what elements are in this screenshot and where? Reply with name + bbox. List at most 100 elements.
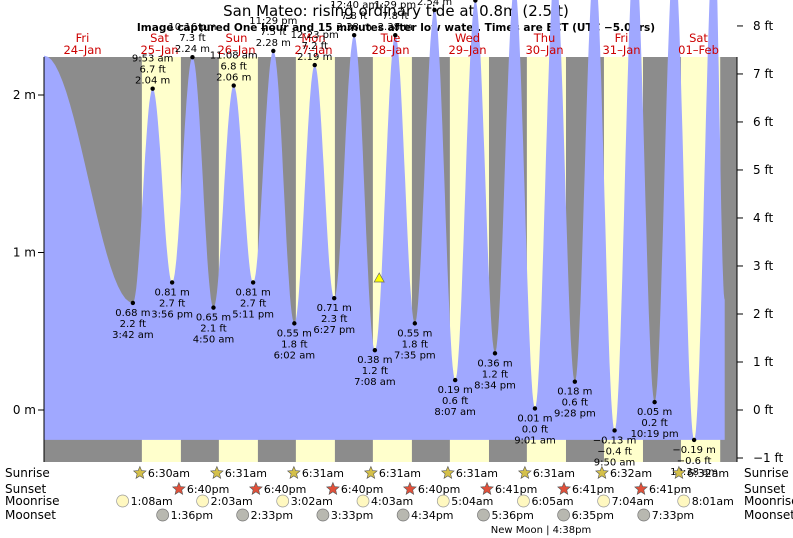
day-date: 27–Jan bbox=[294, 43, 332, 57]
y-right-tick-label: −1 ft bbox=[753, 451, 784, 465]
axes: 0 m1 m2 m3 m−1 ft0 ft1 ft2 ft3 ft4 ft5 f… bbox=[13, 19, 784, 465]
high-time: 12:23 pm bbox=[291, 30, 339, 41]
sunset-time: 6:41pm bbox=[495, 483, 537, 496]
moonset-icon bbox=[557, 508, 570, 522]
low-height-ft: 1.8 ft bbox=[402, 339, 428, 350]
extreme-point bbox=[572, 379, 578, 384]
moonrise-time: 4:03am bbox=[371, 495, 413, 508]
extreme-point bbox=[452, 377, 458, 383]
low-time: 8:07 am bbox=[434, 407, 476, 418]
low-time: 9:28 pm bbox=[554, 409, 596, 420]
sunrise-icon bbox=[286, 465, 301, 479]
sunset-icon bbox=[171, 481, 186, 495]
moonset-time: 7:33pm bbox=[652, 509, 694, 522]
moonset-icon bbox=[637, 508, 651, 522]
extreme-point bbox=[351, 32, 357, 38]
high-height-ft: 6.8 ft bbox=[221, 62, 247, 73]
y-right-tick-label: 2 ft bbox=[753, 307, 773, 321]
low-height-ft: 2.1 ft bbox=[200, 324, 226, 335]
moonset-icon bbox=[396, 508, 410, 522]
sunrise-icon bbox=[672, 465, 686, 479]
low-height-m: 0.01 m bbox=[517, 413, 552, 424]
y-left-tick-label: 1 m bbox=[13, 246, 36, 260]
sunrise-icon bbox=[440, 465, 455, 479]
sunset-time: 6:41pm bbox=[572, 483, 614, 496]
extreme-point bbox=[211, 305, 216, 310]
y-left-tick-label: 2 m bbox=[13, 88, 36, 102]
sunrise-time: 6:31am bbox=[533, 467, 575, 480]
high-time: 11:08 am bbox=[210, 51, 258, 62]
row-label-left-sunset: Sunset bbox=[5, 482, 46, 496]
low-height-ft: 2.7 ft bbox=[240, 298, 266, 309]
sunrise-time: 6:31am bbox=[379, 467, 421, 480]
day-date: 24–Jan bbox=[63, 43, 101, 57]
high-height-m: 2.24 m bbox=[175, 44, 210, 55]
low-height-m: 0.36 m bbox=[477, 358, 512, 369]
extreme-point bbox=[532, 406, 538, 411]
sunrise-icon bbox=[363, 465, 378, 479]
moonset-time: 3:33pm bbox=[331, 509, 373, 522]
high-height-m: 2.06 m bbox=[216, 73, 251, 84]
low-height-ft: 0.6 ft bbox=[562, 398, 588, 409]
sunrise-time: 6:32am bbox=[610, 467, 652, 480]
low-height-m: 0.81 m bbox=[236, 287, 271, 298]
sunrise-icon bbox=[132, 465, 147, 479]
tide-area bbox=[44, 0, 725, 440]
low-height-m: 0.19 m bbox=[438, 385, 473, 396]
moonrise-time: 6:05am bbox=[531, 495, 573, 508]
low-height-ft: 0.0 ft bbox=[522, 424, 548, 435]
day-name: Thu bbox=[533, 31, 556, 45]
day-date: 25–Jan bbox=[140, 43, 178, 57]
low-height-m: 0.38 m bbox=[357, 355, 392, 366]
day-date: 31–Jan bbox=[602, 43, 640, 57]
sunset-time: 6:41pm bbox=[649, 483, 691, 496]
y-right-tick-label: 8 ft bbox=[753, 19, 773, 33]
low-height-m: 0.55 m bbox=[397, 328, 432, 339]
low-height-m: 0.05 m bbox=[637, 407, 672, 418]
moonset-time: 2:33pm bbox=[251, 509, 293, 522]
moonset-icon bbox=[316, 508, 330, 522]
day-name: Fri bbox=[76, 31, 90, 45]
high-time: 9:53 am bbox=[132, 54, 174, 65]
sunset-icon bbox=[480, 481, 494, 495]
low-height-m: 0.68 m bbox=[115, 308, 150, 319]
moonset-time: 6:35pm bbox=[572, 509, 614, 522]
low-time: 7:08 am bbox=[354, 377, 396, 388]
moonset-time: 4:34pm bbox=[411, 509, 453, 522]
row-label-left-moonrise: Moonrise bbox=[5, 494, 60, 508]
extreme-point bbox=[312, 62, 317, 68]
y-right-tick-label: 7 ft bbox=[753, 67, 773, 81]
y-right-tick-label: 5 ft bbox=[753, 163, 773, 177]
extreme-point bbox=[432, 7, 437, 13]
row-label-right-sunrise: Sunrise bbox=[744, 466, 789, 480]
moonset-time: 5:36pm bbox=[491, 509, 533, 522]
day-date: 01–Feb bbox=[678, 43, 719, 57]
y-left-tick-label: 0 m bbox=[13, 403, 36, 417]
row-label-right-sunset: Sunset bbox=[744, 482, 785, 496]
low-time: 10:38 am bbox=[670, 467, 718, 478]
low-height-ft: 1.2 ft bbox=[362, 366, 388, 377]
low-time: 10:19 pm bbox=[631, 429, 679, 440]
high-time: 1:29 pm bbox=[374, 0, 416, 11]
high-time: 10:16 pm bbox=[168, 22, 216, 33]
high-height-ft: 7.3 ft bbox=[179, 33, 205, 44]
low-height-ft: 2.3 ft bbox=[321, 314, 347, 325]
low-height-ft: −0.4 ft bbox=[597, 446, 632, 457]
low-height-m: 0.71 m bbox=[317, 303, 352, 314]
current-tide-marker bbox=[373, 272, 385, 283]
day-date: 29–Jan bbox=[448, 43, 486, 57]
sunrise-time: 6:31am bbox=[456, 467, 498, 480]
y-right-tick-label: 0 ft bbox=[753, 403, 773, 417]
day-date: 26–Jan bbox=[217, 43, 255, 57]
extreme-point bbox=[691, 437, 697, 443]
extreme-point bbox=[231, 83, 236, 88]
day-name: Mon bbox=[301, 31, 325, 45]
moonrise-icon bbox=[436, 494, 450, 508]
low-time: 7:35 pm bbox=[394, 350, 436, 361]
low-height-m: 0.65 m bbox=[196, 313, 231, 324]
extreme-point bbox=[332, 295, 337, 301]
low-height-ft: 0.6 ft bbox=[442, 396, 468, 407]
high-height-ft: 7.8 ft bbox=[341, 11, 367, 22]
low-height-ft: 1.2 ft bbox=[482, 369, 508, 380]
